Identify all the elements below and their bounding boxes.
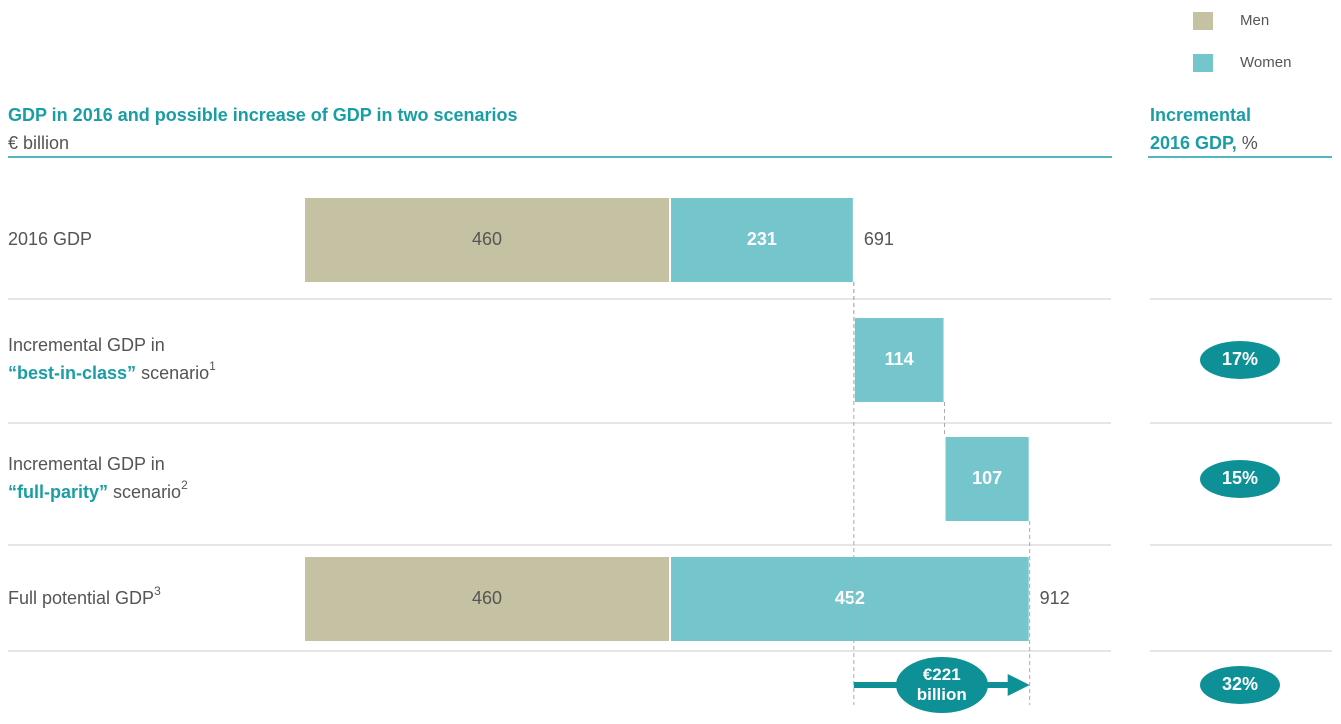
row-label: Incremental GDP in <box>8 335 165 355</box>
bar <box>671 557 1029 641</box>
side-title: 2016 GDP, % <box>1150 133 1258 153</box>
badge <box>1200 341 1280 379</box>
badge-label: 32% <box>1222 674 1258 694</box>
total-label: 912 <box>1040 588 1070 608</box>
bar <box>671 198 853 282</box>
row-label: Incremental GDP in <box>8 454 165 474</box>
side-title: 2016 GDP, <box>1150 133 1237 153</box>
row-label-text: 2016 GDP <box>8 229 92 249</box>
badge-label: 15% <box>1222 468 1258 488</box>
badge <box>1200 666 1280 704</box>
row-suffix: scenario <box>141 363 209 383</box>
badge <box>1200 460 1280 498</box>
row-label-text: Full potential GDP <box>8 588 154 608</box>
footnote: 2 <box>181 478 188 492</box>
row-label: “full-parity” scenario2 <box>8 478 188 502</box>
bar-value: 452 <box>835 588 865 608</box>
footnote: 1 <box>209 359 216 373</box>
footnote: 3 <box>154 584 161 598</box>
badge-label: 17% <box>1222 349 1258 369</box>
chart-subtitle: € billion <box>8 133 69 153</box>
legend-swatch <box>1193 12 1213 30</box>
chart-title: GDP in 2016 and possible increase of GDP… <box>8 105 518 125</box>
side-title: Incremental <box>1150 105 1251 125</box>
row-highlight: “best-in-class” <box>8 363 136 383</box>
bar-value: 114 <box>885 349 914 369</box>
arrow-head <box>1007 674 1030 696</box>
row-suffix: scenario <box>113 482 181 502</box>
bar <box>945 437 1029 521</box>
row-label: 2016 GDP <box>8 229 92 249</box>
row-highlight: “full-parity” <box>8 482 108 502</box>
bar-value: 460 <box>472 229 502 249</box>
side-unit: % <box>1242 133 1258 153</box>
row-label: “best-in-class” scenario1 <box>8 359 216 383</box>
legend-label: Women <box>1240 54 1291 71</box>
summary-label: €221 billion <box>895 657 988 713</box>
legend-label: Men <box>1240 12 1269 29</box>
bar <box>854 318 944 402</box>
bar-value: 460 <box>472 588 502 608</box>
bar <box>305 198 670 282</box>
bar <box>305 557 670 641</box>
bar-value: 231 <box>747 229 777 249</box>
total-label: 691 <box>864 229 894 249</box>
bar-value: 107 <box>972 468 1002 488</box>
row-label: Full potential GDP3 <box>8 584 161 608</box>
legend-swatch <box>1193 54 1213 72</box>
